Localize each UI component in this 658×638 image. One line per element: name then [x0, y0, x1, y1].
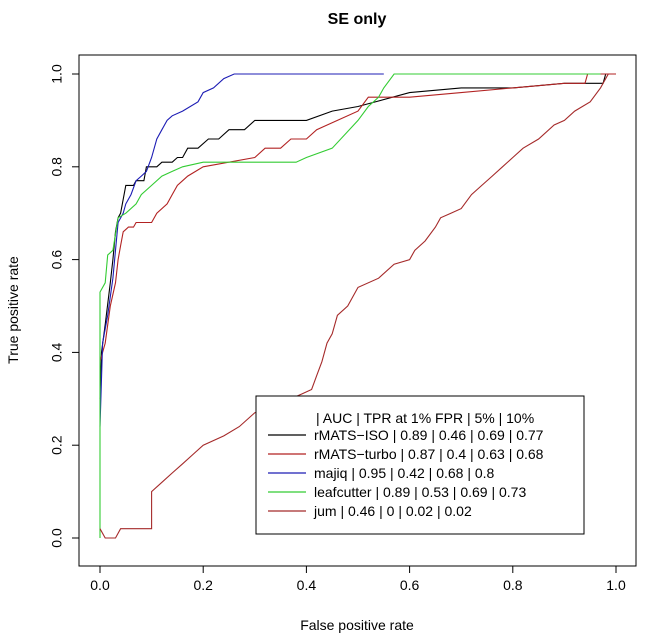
legend-label-2: majiq | 0.95 | 0.42 | 0.68 | 0.8: [314, 465, 495, 481]
series-line-4: [99, 73, 609, 539]
series-line-1: [99, 73, 616, 362]
series-line-0: [99, 73, 607, 399]
series-line-3: [99, 73, 601, 538]
y-tick-label: 0.4: [49, 342, 65, 362]
chart-title: SE only: [328, 11, 387, 28]
y-axis: 0.0 0.2 0.4 0.6 0.8 1.0: [49, 64, 80, 548]
x-tick-label: 0.8: [503, 577, 523, 593]
x-tick-label: 0.6: [400, 577, 420, 593]
legend-label-1: rMATS−turbo | 0.87 | 0.4 | 0.63 | 0.68: [314, 446, 544, 462]
y-tick-label: 0.6: [49, 250, 65, 270]
x-tick-label: 0.4: [297, 577, 317, 593]
series-layer: [99, 73, 616, 539]
x-tick-label: 1.0: [606, 577, 626, 593]
y-tick-label: 0.2: [49, 435, 65, 455]
x-tick-label: 0.2: [193, 577, 213, 593]
legend-label-0: rMATS−ISO | 0.89 | 0.46 | 0.69 | 0.77: [314, 427, 544, 443]
x-tick-label: 0.0: [90, 577, 110, 593]
legend-label-4: jum | 0.46 | 0 | 0.02 | 0.02: [313, 503, 472, 519]
y-tick-label: 1.0: [49, 64, 65, 84]
x-axis: 0.0 0.2 0.4 0.6 0.8 1.0: [90, 565, 626, 593]
y-tick-label: 0.0: [49, 528, 65, 548]
y-axis-label: True positive rate: [5, 256, 21, 364]
series-line-2: [99, 73, 384, 427]
y-tick-label: 0.8: [49, 157, 65, 177]
legend-header: | AUC | TPR at 1% FPR | 5% | 10%: [316, 410, 534, 426]
x-axis-label: False positive rate: [300, 617, 414, 633]
legend: | AUC | TPR at 1% FPR | 5% | 10% rMATS−I…: [255, 395, 585, 535]
legend-label-3: leafcutter | 0.89 | 0.53 | 0.69 | 0.73: [314, 484, 526, 500]
legend-box: [255, 395, 585, 535]
